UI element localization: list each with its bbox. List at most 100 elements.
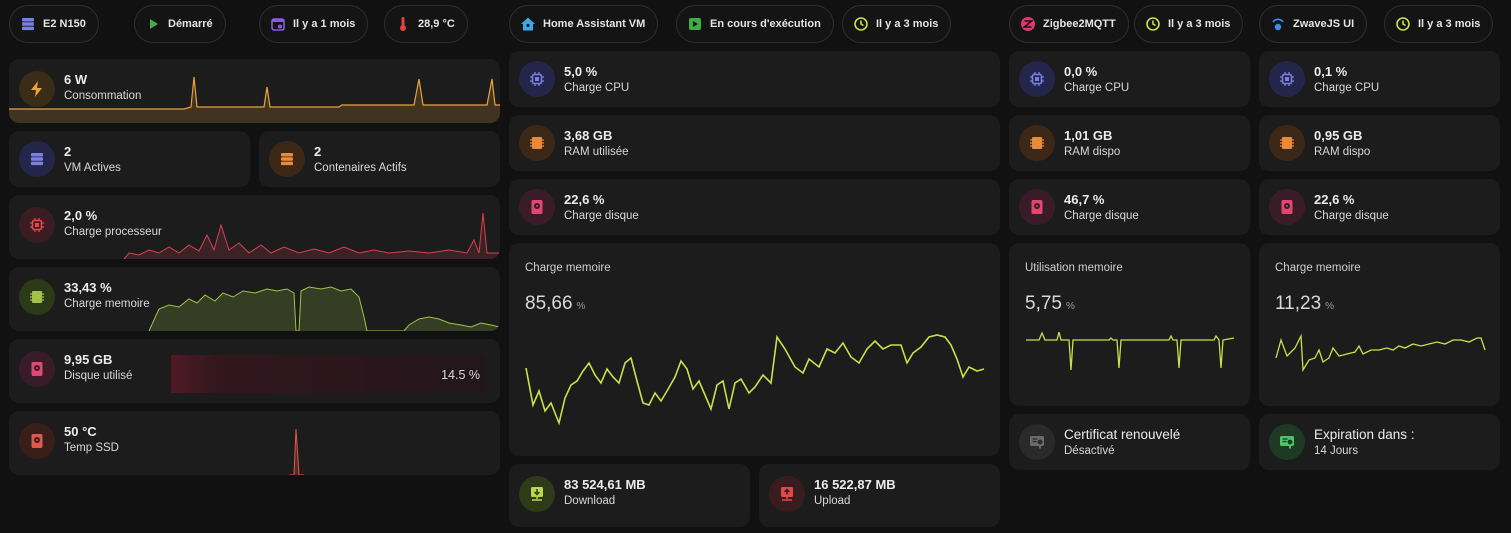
- chip-label: Il y a 3 mois: [1418, 18, 1481, 30]
- chip-label: Zigbee2MQTT: [1043, 18, 1116, 30]
- chip-label: E2 N150: [43, 18, 86, 30]
- server-icon: [19, 141, 55, 177]
- zigbee-memory-line: [1026, 331, 1235, 371]
- ha-memory-graph-card[interactable]: Charge memoire 85,66%: [509, 243, 1000, 456]
- cpu-value: 2,0 %: [64, 208, 98, 223]
- cpu-sparkline: [123, 212, 500, 259]
- certificate-icon: [1269, 424, 1305, 460]
- chip-uptime[interactable]: Il y a 1 mois: [259, 5, 369, 43]
- chip-temperature[interactable]: 28,9 °C: [384, 5, 468, 43]
- chip-ha-status[interactable]: En cours d'exécution: [676, 5, 834, 43]
- calendar-icon: [270, 16, 286, 32]
- zigbee-ram-card[interactable]: 1,01 GB RAM dispo: [1009, 115, 1250, 171]
- graph-title: Charge memoire: [1275, 262, 1361, 274]
- zwave-expiry-card[interactable]: Expiration dans : 14 Jours: [1259, 414, 1500, 470]
- chip-icon: [519, 61, 555, 97]
- ha-disk-value: 22,6 %: [564, 192, 605, 207]
- zwave-disk-card[interactable]: 22,6 % Charge disque: [1259, 179, 1500, 235]
- ha-disk-label: Charge disque: [564, 210, 639, 222]
- download-card[interactable]: 83 524,61 MB Download: [509, 464, 750, 527]
- zwave-icon: [1270, 16, 1286, 32]
- upload-label: Upload: [814, 495, 851, 507]
- zigbee-ram-label: RAM dispo: [1064, 146, 1121, 158]
- chip-host-name[interactable]: E2 N150: [9, 5, 99, 43]
- ha-ram-label: RAM utilisée: [564, 146, 629, 158]
- chip-label: En cours d'exécution: [710, 18, 821, 30]
- zwave-memory-graph-card[interactable]: Charge memoire 11,23%: [1259, 243, 1500, 406]
- zigbee-ram-value: 1,01 GB: [1064, 128, 1113, 143]
- harddisk-icon: [19, 423, 55, 459]
- clock-icon: [1395, 16, 1411, 32]
- harddisk-icon: [519, 189, 555, 225]
- zwave-cpu-card[interactable]: 0,1 % Charge CPU: [1259, 51, 1500, 107]
- memory-icon: [1019, 125, 1055, 161]
- thermometer-icon: [395, 16, 411, 32]
- zwave-cpu-label: Charge CPU: [1314, 82, 1380, 94]
- memory-icon: [19, 279, 55, 315]
- harddisk-icon: [1269, 189, 1305, 225]
- ha-memory-line: [525, 334, 985, 426]
- zigbee-cpu-value: 0,0 %: [1064, 64, 1098, 79]
- chip-zigbee[interactable]: Zigbee2MQTT: [1009, 5, 1129, 43]
- zigbee-memory-graph-card[interactable]: Utilisation memoire 5,75%: [1009, 243, 1250, 406]
- graph-value: 85,66%: [525, 293, 586, 314]
- chip-status[interactable]: Démarré: [134, 5, 226, 43]
- containers-label: Contenaires Actifs: [314, 162, 407, 174]
- ssd-temp-value: 50 °C: [64, 424, 97, 439]
- ssd-temp-sparkline: [289, 428, 304, 475]
- vms-card[interactable]: 2 VM Actives: [9, 131, 250, 187]
- download-value: 83 524,61 MB: [564, 477, 646, 492]
- certificate-icon: [1019, 424, 1055, 460]
- chip-zwave-uptime[interactable]: Il y a 3 mois: [1384, 5, 1494, 43]
- zwave-memory-line: [1275, 333, 1486, 373]
- ssd-temp-card[interactable]: 50 °C Temp SSD: [9, 411, 500, 475]
- cpu-card[interactable]: 2,0 % Charge processeur: [9, 195, 500, 259]
- zwave-ram-value: 0,95 GB: [1314, 128, 1363, 143]
- chip-label: ZwaveJS UI: [1293, 18, 1355, 30]
- ssd-temp-label: Temp SSD: [64, 442, 119, 454]
- upload-value: 16 522,87 MB: [814, 477, 896, 492]
- chip-icon: [1019, 61, 1055, 97]
- server-icon: [269, 141, 305, 177]
- expiry-value: Expiration dans :: [1314, 427, 1415, 442]
- zigbee-cert-card[interactable]: Certificat renouvelé Désactivé: [1009, 414, 1250, 470]
- home-assistant-icon: [520, 16, 536, 32]
- chip-label: Il y a 3 mois: [1168, 18, 1231, 30]
- power-sparkline: [9, 76, 500, 123]
- ha-ram-card[interactable]: 3,68 GB RAM utilisée: [509, 115, 1000, 171]
- bolt-icon: [19, 71, 55, 107]
- ha-cpu-label: Charge CPU: [564, 82, 630, 94]
- zwave-ram-label: RAM dispo: [1314, 146, 1371, 158]
- chip-icon: [19, 207, 55, 243]
- upload-card[interactable]: 16 522,87 MB Upload: [759, 464, 1000, 527]
- power-card[interactable]: 6 W Consommation: [9, 59, 500, 123]
- zigbee-disk-card[interactable]: 46,7 % Charge disque: [1009, 179, 1250, 235]
- containers-card[interactable]: 2 Contenaires Actifs: [259, 131, 500, 187]
- containers-value: 2: [314, 144, 322, 159]
- zigbee-disk-value: 46,7 %: [1064, 192, 1105, 207]
- disk-usage-bar: [171, 355, 486, 393]
- zigbee-cpu-card[interactable]: 0,0 % Charge CPU: [1009, 51, 1250, 107]
- chip-zigbee-uptime[interactable]: Il y a 3 mois: [1134, 5, 1244, 43]
- zwave-disk-label: Charge disque: [1314, 210, 1389, 222]
- ha-cpu-card[interactable]: 5,0 % Charge CPU: [509, 51, 1000, 107]
- memory-card[interactable]: 33,43 % Charge memoire: [9, 267, 500, 331]
- memory-sparkline: [148, 286, 500, 331]
- ha-disk-card[interactable]: 22,6 % Charge disque: [509, 179, 1000, 235]
- chip-ha-vm[interactable]: Home Assistant VM: [509, 5, 659, 43]
- ha-cpu-value: 5,0 %: [564, 64, 598, 79]
- chip-ha-uptime[interactable]: Il y a 3 mois: [842, 5, 952, 43]
- zwave-ram-card[interactable]: 0,95 GB RAM dispo: [1259, 115, 1500, 171]
- chip-label: Il y a 1 mois: [293, 18, 356, 30]
- chip-zwave[interactable]: ZwaveJS UI: [1259, 5, 1368, 43]
- ha-ram-value: 3,68 GB: [564, 128, 613, 143]
- zwave-cpu-value: 0,1 %: [1314, 64, 1348, 79]
- disk-card[interactable]: 14.5 % 9,95 GB Disque utilisé: [9, 339, 500, 403]
- memory-icon: [1269, 125, 1305, 161]
- chip-icon: [1269, 61, 1305, 97]
- zigbee-disk-label: Charge disque: [1064, 210, 1139, 222]
- expiry-label: 14 Jours: [1314, 445, 1359, 457]
- chip-label: Home Assistant VM: [543, 18, 646, 30]
- disk-percent: 14.5 %: [441, 368, 480, 382]
- vms-label: VM Actives: [64, 162, 121, 174]
